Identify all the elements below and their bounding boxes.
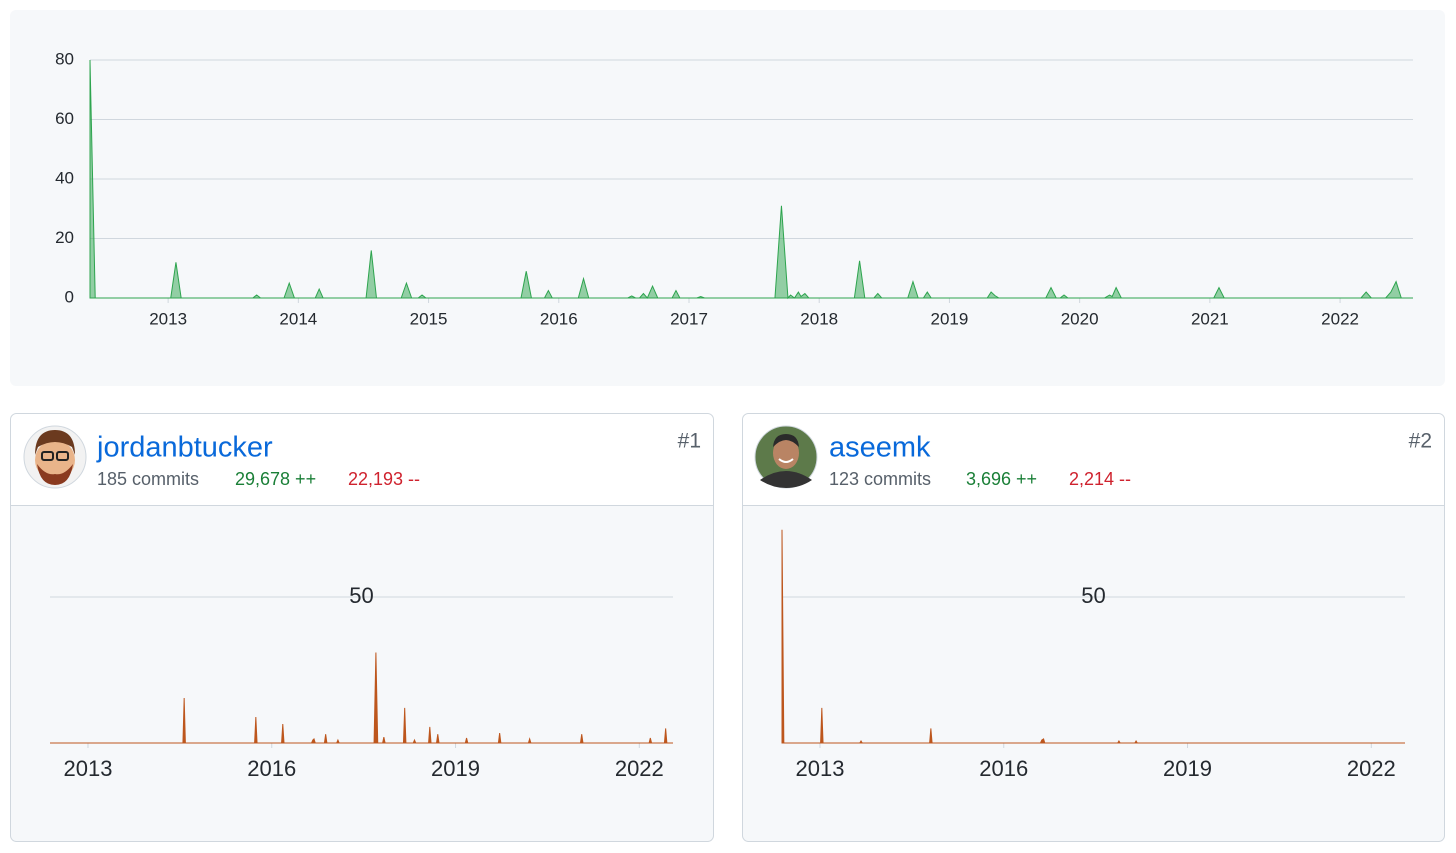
additions: 29,678 ++ bbox=[235, 469, 316, 489]
x-tick-label: 2022 bbox=[1321, 309, 1359, 328]
y-tick-label: 40 bbox=[55, 168, 74, 187]
avatar bbox=[754, 425, 818, 489]
rank: #1 bbox=[678, 430, 701, 453]
x-tick-label: 2019 bbox=[931, 309, 969, 328]
additions: 3,696 ++ bbox=[966, 469, 1037, 489]
commit-count: 123 commits bbox=[829, 469, 931, 489]
x-tick-label: 2014 bbox=[279, 309, 317, 328]
x-tick-label: 2017 bbox=[670, 309, 708, 328]
x-tick-label: 2019 bbox=[431, 756, 480, 781]
y-tick-label: 80 bbox=[55, 49, 74, 68]
x-tick-label: 2019 bbox=[1163, 756, 1212, 781]
card-header bbox=[743, 414, 1444, 505]
commit-count: 185 commits bbox=[97, 469, 199, 489]
y-tick-label: 50 bbox=[349, 583, 373, 608]
x-tick-label: 2013 bbox=[64, 756, 113, 781]
x-tick-label: 2021 bbox=[1191, 309, 1229, 328]
contributor-card bbox=[742, 413, 1445, 842]
x-tick-label: 2016 bbox=[247, 756, 296, 781]
x-tick-label: 2016 bbox=[979, 756, 1028, 781]
x-tick-label: 2022 bbox=[615, 756, 664, 781]
card-header bbox=[11, 414, 713, 505]
x-tick-label: 2020 bbox=[1061, 309, 1099, 328]
x-tick-label: 2013 bbox=[149, 309, 187, 328]
y-tick-label: 0 bbox=[65, 287, 74, 306]
area bbox=[50, 652, 673, 744]
x-tick-label: 2016 bbox=[540, 309, 578, 328]
x-tick-label: 2015 bbox=[410, 309, 448, 328]
area bbox=[89, 59, 1413, 300]
contributor-name[interactable]: aseemk bbox=[829, 432, 931, 464]
x-tick-label: 2013 bbox=[796, 756, 845, 781]
x-tick-label: 2022 bbox=[1347, 756, 1396, 781]
rank: #2 bbox=[1409, 430, 1432, 453]
overview-panel bbox=[10, 10, 1445, 386]
deletions: 22,193 -- bbox=[348, 469, 420, 489]
avatar bbox=[23, 425, 87, 489]
contributor-name[interactable]: jordanbtucker bbox=[96, 432, 273, 464]
y-tick-label: 60 bbox=[55, 109, 74, 128]
deletions: 2,214 -- bbox=[1069, 469, 1131, 489]
y-tick-label: 50 bbox=[1081, 583, 1105, 608]
x-tick-label: 2018 bbox=[800, 309, 838, 328]
area bbox=[781, 529, 1405, 744]
contributor-card bbox=[10, 413, 714, 842]
y-tick-label: 20 bbox=[55, 228, 74, 247]
